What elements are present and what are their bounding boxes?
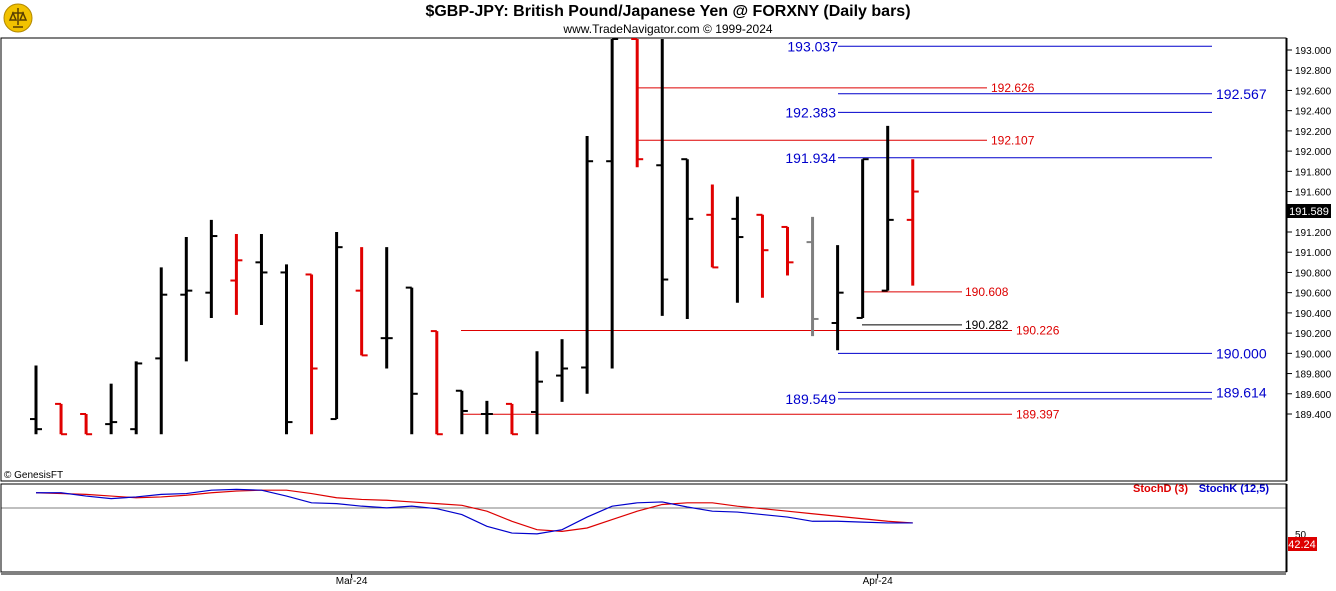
- price-bar: [280, 264, 293, 435]
- main-plot-frame: [0, 37, 1287, 482]
- chart-title: $GBP-JPY: British Pound/Japanese Yen @ F…: [425, 3, 911, 20]
- price-bar: [480, 400, 493, 435]
- price-bar: [155, 267, 168, 435]
- level-label: 189.397: [1016, 407, 1060, 421]
- last-price-tag-bg: [1287, 204, 1331, 218]
- price-tick-label: 192.000: [1295, 147, 1332, 158]
- price-bar: [305, 273, 318, 435]
- level-label: 189.614: [1216, 384, 1267, 400]
- price-bars: [30, 38, 919, 436]
- price-tick-label: 192.400: [1295, 107, 1332, 118]
- price-tick-label: 190.000: [1295, 349, 1332, 360]
- price-bar: [180, 237, 193, 362]
- price-tick-label: 192.800: [1295, 66, 1332, 77]
- price-tick-label: 191.600: [1295, 188, 1332, 199]
- price-bar: [656, 39, 669, 316]
- level-label: 191.934: [785, 150, 836, 166]
- price-bar: [330, 232, 343, 421]
- chart-subtitle: www.TradeNavigator.com © 1999-2024: [563, 22, 773, 36]
- price-bar: [806, 216, 819, 337]
- price-tick-label: 189.800: [1295, 370, 1332, 381]
- price-bar: [881, 125, 894, 292]
- price-tick-label: 193.000: [1295, 46, 1332, 57]
- price-bar: [405, 286, 418, 435]
- price-bar: [55, 402, 68, 436]
- price-bar: [505, 402, 518, 436]
- date-axis: Mar-24 Apr-24: [336, 574, 893, 587]
- price-axis: 193.000 192.800 192.600 192.400 192.200 192.0…: [1287, 46, 1332, 421]
- level-label: 190.282: [965, 318, 1009, 332]
- date-tick-label: Mar-24: [336, 576, 368, 587]
- level-label: 189.549: [785, 391, 836, 407]
- price-bar: [781, 225, 794, 276]
- price-bar: [455, 389, 468, 435]
- stochk-legend: StochK (12,5): [1199, 483, 1270, 495]
- level-label: 190.000: [1216, 345, 1267, 361]
- price-bar: [681, 158, 694, 319]
- price-tick-label: 191.800: [1295, 167, 1332, 178]
- level-label: 192.567: [1216, 86, 1267, 102]
- last-price-tag: 191.589: [1289, 206, 1329, 218]
- stochastic-panel: [35, 488, 913, 535]
- level-label: 190.226: [1016, 323, 1060, 337]
- genesis-logo: [3, 3, 33, 33]
- price-bar: [105, 383, 118, 435]
- price-bar: [130, 361, 143, 435]
- price-tick-label: 191.200: [1295, 228, 1332, 239]
- price-bar: [430, 330, 443, 436]
- price-bar: [906, 159, 919, 286]
- stochastic-line: [35, 489, 913, 532]
- price-tick-label: 190.200: [1295, 329, 1332, 340]
- copyright-badge: © GenesisFT: [4, 470, 63, 481]
- price-tick-label: 190.600: [1295, 289, 1332, 300]
- price-bar: [756, 213, 769, 298]
- price-tick-label: 191.000: [1295, 248, 1332, 259]
- price-bar: [380, 247, 393, 369]
- stochd-legend: StochD (3): [1133, 483, 1188, 495]
- level-label: 193.037: [787, 38, 838, 54]
- price-bar: [355, 247, 368, 357]
- level-label: 192.107: [991, 133, 1035, 147]
- stochastic-line: [36, 488, 913, 535]
- price-tick-label: 190.800: [1295, 268, 1332, 279]
- price-tick-label: 190.400: [1295, 309, 1332, 320]
- price-bar: [80, 413, 93, 436]
- date-tick-label: Apr-24: [863, 576, 893, 587]
- price-tick-label: 189.400: [1295, 410, 1332, 421]
- price-bar: [30, 365, 42, 435]
- price-bar: [731, 196, 744, 303]
- price-bar: [230, 234, 243, 315]
- price-tick-label: 192.600: [1295, 86, 1332, 97]
- price-bar: [831, 245, 844, 351]
- price-bar: [631, 38, 644, 168]
- level-label: 190.608: [965, 285, 1009, 299]
- oscillator-frame: [0, 483, 1287, 573]
- level-lines: 193.037 192.626 192.567 192.383 192.107 191.9…: [461, 38, 1267, 421]
- osc-last-tag-bg: [1288, 537, 1317, 551]
- price-bar: [205, 219, 218, 318]
- price-bar: [531, 351, 543, 435]
- price-bar: [581, 135, 594, 394]
- price-bar: [606, 38, 619, 369]
- osc-tick-50: 50: [1295, 530, 1307, 541]
- level-label: 192.383: [785, 104, 836, 120]
- osc-last-tag: 42.24: [1288, 539, 1316, 551]
- price-tick-label: 189.600: [1295, 390, 1332, 401]
- price-bar: [556, 339, 569, 402]
- price-bar: [706, 184, 719, 269]
- price-bar: [255, 234, 268, 326]
- level-label: 192.626: [991, 81, 1035, 95]
- price-tick-label: 192.200: [1295, 127, 1332, 138]
- price-bar: [856, 158, 869, 319]
